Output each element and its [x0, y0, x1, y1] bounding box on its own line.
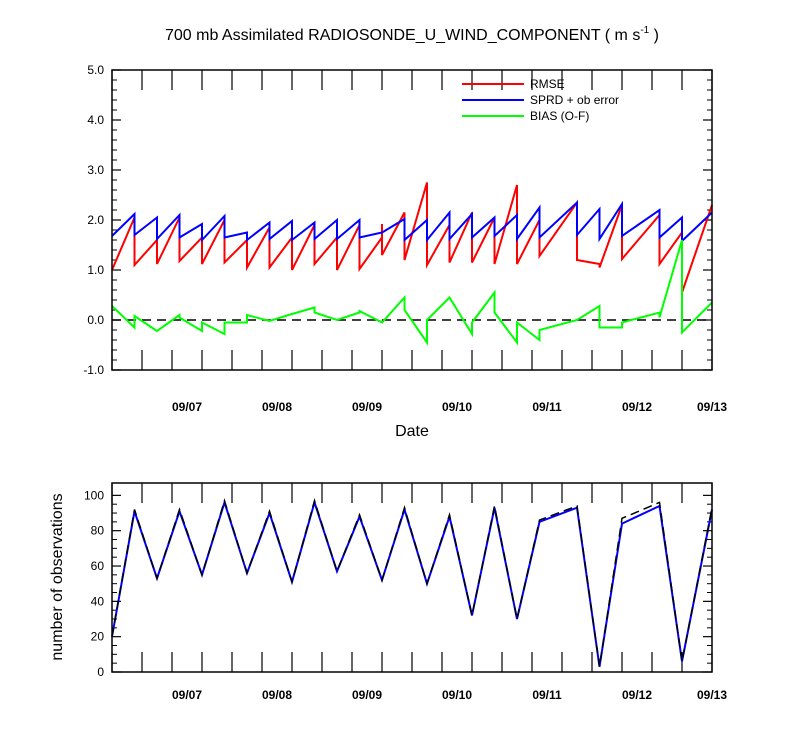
- series-line-rmse: [111, 182, 713, 293]
- bottom-plot-frame: [111, 482, 713, 673]
- top-series-group: [111, 182, 713, 346]
- top-plot-frame: [111, 69, 713, 371]
- series-line-bias-o-f-: [111, 239, 713, 346]
- x-date-label: 09/09: [352, 400, 382, 414]
- top-legend: RMSE SPRD + ob error BIAS (O-F): [462, 77, 619, 123]
- y-tick-label: 40: [91, 594, 105, 608]
- x-date-label: 09/08: [262, 688, 292, 702]
- x-date-label: 09/10: [442, 400, 472, 414]
- series-line-possible: [111, 498, 713, 667]
- y-tick-label: 0: [97, 665, 104, 679]
- y-tick-label: 100: [84, 488, 104, 502]
- chart-title-main: 700 mb Assimilated RADIOSONDE_U_WIND_COM…: [165, 27, 640, 44]
- chart-title-tail: ): [649, 27, 659, 44]
- y-tick-label: 60: [91, 559, 105, 573]
- bottom-chart: 0 20 40 60 80 100 09/07 09/08 09/09 09/10 09/11 09/…: [49, 482, 727, 702]
- y-tick-label: 4.0: [87, 113, 104, 127]
- chart-title-units-sup: -1: [640, 25, 649, 36]
- chart-title: 700 mb Assimilated RADIOSONDE_U_WIND_COM…: [165, 25, 659, 44]
- bottom-series-group: [111, 498, 713, 667]
- y-tick-label: 2.0: [87, 213, 104, 227]
- x-date-label: 09/11: [532, 400, 562, 414]
- legend-label-1: SPRD + ob error: [530, 93, 619, 107]
- x-date-label: 09/10: [442, 688, 472, 702]
- y-tick-label: 3.0: [87, 163, 104, 177]
- top-axes: -1.0 0.0 1.0 2.0 3.0 4.0 5.0 09/07 09/08 09/09 09/…: [83, 63, 727, 414]
- x-date-label: 09/08: [262, 400, 292, 414]
- y-tick-label: -1.0: [83, 363, 104, 377]
- legend-label-0: RMSE: [530, 77, 565, 91]
- y-tick-label: 1.0: [87, 263, 104, 277]
- x-date-label: 09/07: [172, 400, 202, 414]
- series-line-sprd-ob-error: [111, 200, 713, 244]
- x-date-label: 09/13: [697, 688, 727, 702]
- x-date-label: 09/07: [172, 688, 202, 702]
- legend-label-2: BIAS (O-F): [530, 109, 589, 123]
- x-date-label: 09/13: [697, 400, 727, 414]
- y-tick-label: 5.0: [87, 63, 104, 77]
- series-line-assimilated: [111, 498, 713, 667]
- y-tick-label: 20: [91, 630, 105, 644]
- x-date-label: 09/12: [622, 688, 652, 702]
- y-tick-label: 0.0: [87, 313, 104, 327]
- top-chart: 700 mb Assimilated RADIOSONDE_U_WIND_COM…: [83, 25, 727, 440]
- y-tick-label: 80: [91, 524, 105, 538]
- x-date-label: 09/11: [532, 688, 562, 702]
- x-axis-title: Date: [395, 423, 429, 440]
- x-date-label: 09/12: [622, 400, 652, 414]
- y-axis-title: number of observations: [49, 493, 66, 660]
- x-date-label: 09/09: [352, 688, 382, 702]
